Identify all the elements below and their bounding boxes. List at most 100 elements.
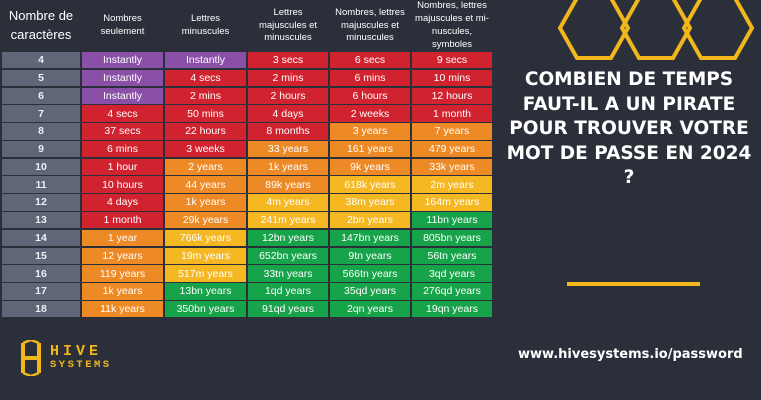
time-cell: 56tn years: [412, 247, 492, 264]
time-cell: 19m years: [165, 247, 246, 264]
time-cell: 161 years: [330, 140, 410, 158]
time-cell: 33k years: [412, 158, 492, 176]
time-cell: 11bn years: [412, 212, 492, 229]
time-cell: 241m years: [248, 212, 328, 229]
time-cell: 1 hour: [82, 158, 163, 176]
website-url[interactable]: www.hivesystems.io/password: [518, 347, 743, 362]
header-length: Nombre de caractères: [8, 8, 74, 42]
row-length-cell: 16: [2, 265, 80, 282]
row-length-cell: 4: [2, 52, 80, 69]
time-cell: 4 secs: [82, 105, 163, 122]
time-cell: 6 mins: [82, 140, 163, 158]
time-cell: 4m years: [248, 194, 328, 211]
time-cell: 13bn years: [165, 283, 246, 300]
time-cell: 3 weeks: [165, 140, 246, 158]
time-cell: 8 months: [248, 123, 328, 140]
time-cell: 652bn years: [248, 247, 328, 264]
time-cell: Instantly: [82, 87, 163, 104]
hive-systems-logo: HIVE SYSTEMS: [20, 340, 112, 376]
logo-line-systems: SYSTEMS: [50, 359, 112, 372]
time-cell: 2 weeks: [330, 105, 410, 122]
time-cell: 147bn years: [330, 229, 410, 247]
time-cell: 1k years: [248, 158, 328, 176]
row-length-cell: 17: [2, 283, 80, 300]
time-cell: 12 hours: [412, 87, 492, 104]
time-cell: 6 mins: [330, 69, 410, 87]
logo-line-hive: HIVE: [50, 342, 103, 360]
time-cell: 276qd years: [412, 283, 492, 300]
time-cell: 50 mins: [165, 105, 246, 122]
time-cell: 6 hours: [330, 87, 410, 104]
time-cell: 4 secs: [165, 69, 246, 87]
time-cell: 2m years: [412, 176, 492, 193]
row-length-cell: 13: [2, 212, 80, 229]
time-cell: 1qd years: [248, 283, 328, 300]
time-cell: 3 years: [330, 123, 410, 140]
row-length-cell: 10: [2, 158, 80, 176]
time-cell: 37 secs: [82, 123, 163, 140]
time-cell: 10 mins: [412, 69, 492, 87]
row-length-cell: 15: [2, 247, 80, 264]
row-length-cell: 6: [2, 87, 80, 104]
row-length-cell: 9: [2, 140, 80, 158]
time-cell: 9tn years: [330, 247, 410, 264]
header-lowercase: Lettres minuscules: [181, 13, 230, 37]
time-cell: 2 years: [165, 158, 246, 176]
time-cell: 3 secs: [248, 52, 328, 69]
time-cell: 1k years: [165, 194, 246, 211]
time-cell: 1k years: [82, 283, 163, 300]
time-cell: 10 hours: [82, 176, 163, 193]
time-cell: 2 mins: [248, 69, 328, 87]
time-cell: 350bn years: [165, 300, 246, 318]
honeycomb-decoration: [557, 0, 755, 60]
time-cell: 1 month: [412, 105, 492, 122]
time-cell: Instantly: [82, 52, 163, 69]
time-cell: 2 mins: [165, 87, 246, 104]
time-cell: 766k years: [165, 229, 246, 247]
header-mixed-case: Lettres majuscules et minuscules: [258, 6, 318, 44]
time-cell: 19qn years: [412, 300, 492, 318]
time-cell: 1 year: [82, 229, 163, 247]
time-cell: 11k years: [82, 300, 163, 318]
row-length-cell: 5: [2, 69, 80, 87]
time-cell: 618k years: [330, 176, 410, 193]
time-cell: 33 years: [248, 140, 328, 158]
hive-logo-icon: [21, 340, 41, 376]
row-length-cell: 8: [2, 123, 80, 140]
time-cell: 164m years: [412, 194, 492, 211]
time-cell: 22 hours: [165, 123, 246, 140]
row-length-cell: 7: [2, 105, 80, 122]
time-cell: 12bn years: [248, 229, 328, 247]
time-cell: 9 secs: [412, 52, 492, 69]
headline: COMBIEN DE TEMPS FAUT-IL A UN PIRATE POU…: [506, 69, 752, 189]
time-cell: 805bn years: [412, 229, 492, 247]
password-table: Nombre de caractères Nombres seulement L…: [2, 0, 492, 319]
header-numbers: Nombres seulement: [100, 13, 145, 37]
time-cell: 2bn years: [330, 212, 410, 229]
time-cell: 12 years: [82, 247, 163, 264]
time-cell: 38m years: [330, 194, 410, 211]
time-cell: 4 days: [248, 105, 328, 122]
row-length-cell: 18: [2, 300, 80, 318]
time-cell: 6 secs: [330, 52, 410, 69]
time-cell: 9k years: [330, 158, 410, 176]
time-cell: 33tn years: [248, 265, 328, 282]
time-cell: 2 hours: [248, 87, 328, 104]
time-cell: 1 month: [82, 212, 163, 229]
time-cell: 3qd years: [412, 265, 492, 282]
row-length-cell: 14: [2, 229, 80, 247]
time-cell: 566tn years: [330, 265, 410, 282]
time-cell: 44 years: [165, 176, 246, 193]
accent-rule: [567, 282, 700, 286]
time-cell: 35qd years: [330, 283, 410, 300]
row-length-cell: 11: [2, 176, 80, 193]
header-numbers-mixed-case: Nombres, lettres majuscules et minuscule…: [335, 6, 405, 44]
time-cell: 91qd years: [248, 300, 328, 318]
time-cell: 2qn years: [330, 300, 410, 318]
row-length-cell: 12: [2, 194, 80, 211]
time-cell: 479 years: [412, 140, 492, 158]
time-cell: 517m years: [165, 265, 246, 282]
time-cell: 7 years: [412, 123, 492, 140]
time-cell: 89k years: [248, 176, 328, 193]
